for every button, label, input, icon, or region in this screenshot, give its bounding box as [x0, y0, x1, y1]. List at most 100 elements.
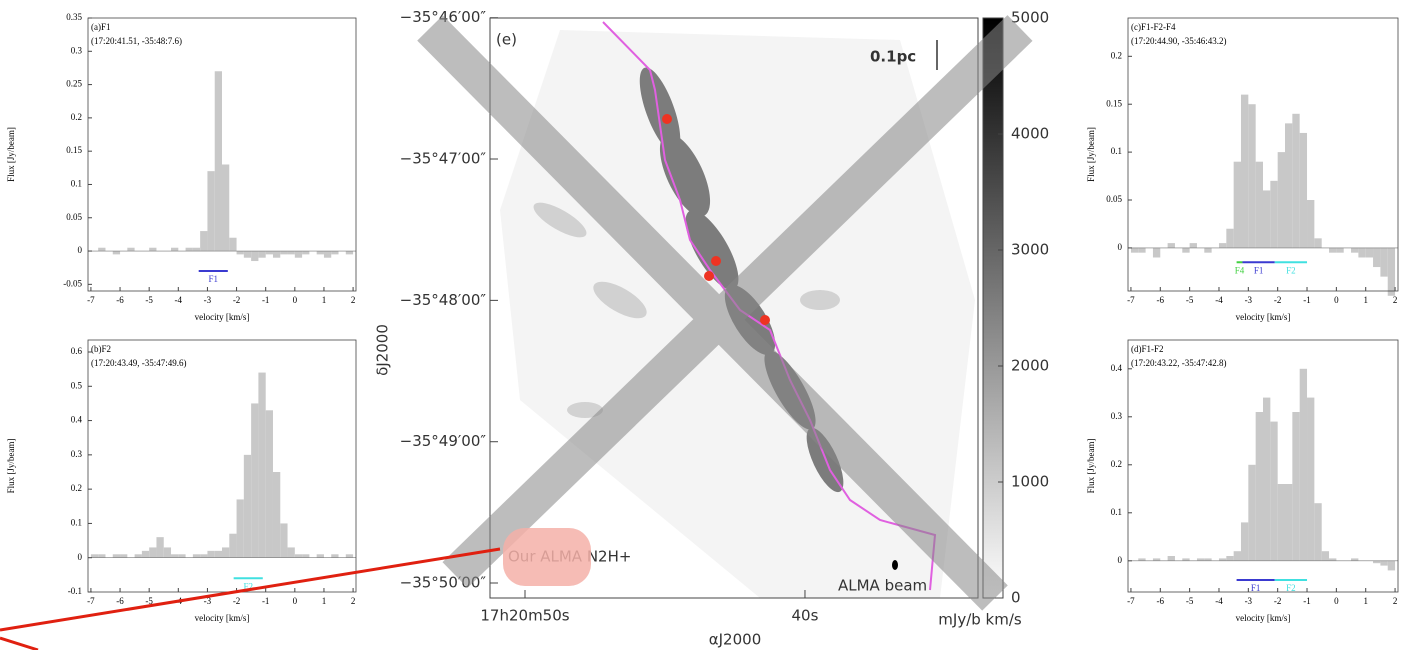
bar — [265, 251, 273, 255]
x-tick-label: -2 — [233, 596, 241, 606]
bar — [1226, 228, 1234, 248]
bar — [1387, 247, 1396, 296]
bar — [1277, 152, 1286, 248]
x-tick-label: -7 — [87, 295, 95, 305]
bar — [251, 251, 259, 262]
bar — [1263, 190, 1271, 248]
bar — [236, 251, 244, 255]
bar — [1336, 247, 1344, 253]
bar — [1138, 558, 1146, 561]
bar — [222, 164, 230, 252]
bar — [120, 554, 128, 558]
x-tick-label: 0 — [1334, 295, 1339, 305]
bar — [127, 247, 135, 252]
bar — [258, 251, 266, 258]
bar — [1285, 484, 1293, 561]
y-tick-label: 0.1 — [1111, 507, 1122, 517]
bar — [1204, 558, 1212, 561]
bar — [1152, 247, 1161, 258]
bar — [1248, 464, 1256, 561]
bar — [192, 247, 201, 252]
y-tick-label: 0.4 — [1111, 363, 1123, 373]
bar — [1152, 558, 1161, 561]
velocity-label: F1 — [1251, 583, 1261, 593]
colorbar-tick-label: 1000 — [1011, 473, 1049, 491]
panel-coords: (17:20:41.51, -35:48:7.6) — [91, 36, 182, 46]
bar — [1358, 247, 1366, 258]
panel-title: (a)F1 — [91, 22, 111, 32]
y-tick-label: -0.05 — [63, 278, 82, 288]
bar — [1218, 243, 1227, 248]
bar — [280, 523, 288, 558]
panel-title: (d)F1-F2 — [1131, 344, 1164, 354]
annotation: ALMA beam — [838, 577, 927, 595]
cross — [417, 15, 1033, 611]
x-tick-label: 1 — [322, 295, 327, 305]
y-tick-label: 0.2 — [1111, 459, 1122, 469]
bar — [1373, 560, 1381, 564]
y-tick-label: 0.3 — [71, 45, 83, 55]
velocity-label: F1 — [1254, 265, 1264, 275]
x-tick-label: -2 — [1274, 596, 1282, 606]
colorbar-tick-label: 3000 — [1011, 241, 1049, 259]
bar — [251, 403, 259, 558]
bar — [236, 499, 244, 558]
bar — [1167, 243, 1175, 248]
bar — [331, 251, 339, 255]
bar — [207, 171, 215, 252]
velocity-label: F2 — [1286, 265, 1296, 275]
bar — [1387, 560, 1396, 571]
y-tick-label: 0.35 — [66, 12, 82, 22]
bar — [1255, 412, 1263, 561]
bar — [192, 554, 201, 558]
bar — [1255, 161, 1263, 248]
bar — [1292, 412, 1300, 561]
bar — [316, 554, 324, 558]
y-tick-label: 0 — [78, 245, 83, 255]
y-tick-label: 0.1 — [71, 179, 82, 189]
x-tick-label: 0 — [293, 596, 298, 606]
bar — [112, 251, 121, 255]
x-tick-label: 2 — [351, 596, 356, 606]
y-tick-label: 0 — [1118, 242, 1123, 252]
bar — [90, 554, 99, 558]
bar — [265, 410, 273, 558]
bar — [1248, 104, 1256, 248]
x-tick-label: -6 — [1157, 596, 1165, 606]
bar — [98, 247, 106, 252]
x-tick-label: -7 — [1127, 295, 1135, 305]
bar — [280, 251, 288, 255]
bar — [1292, 113, 1300, 248]
bar — [258, 372, 266, 558]
x-tick-label: -3 — [204, 596, 212, 606]
panel-coords: (17:20:43.22, -35:47:42.8) — [1131, 358, 1227, 368]
callout-box — [503, 528, 591, 586]
bar — [1380, 560, 1388, 566]
x-tick-label: 1 — [1363, 596, 1368, 606]
x-axis-label: velocity [km/s] — [1236, 312, 1291, 322]
x-tick-label: 1 — [1363, 295, 1368, 305]
bar — [323, 251, 332, 258]
bar — [1233, 161, 1241, 248]
y-tick-label: 0 — [1118, 555, 1123, 565]
bar — [302, 251, 310, 255]
bar — [1285, 123, 1293, 248]
x-tick-label: -1 — [262, 295, 270, 305]
bar — [1226, 556, 1234, 561]
x-tick-label: -1 — [1303, 596, 1311, 606]
bar — [287, 251, 295, 255]
bar — [1196, 558, 1205, 561]
bar — [1130, 247, 1139, 253]
bar — [1138, 247, 1146, 253]
x-axis-label: velocity [km/s] — [1236, 613, 1291, 623]
bar — [229, 237, 237, 252]
x-tick-label: -4 — [1215, 295, 1223, 305]
colorbar-tick-label: 2000 — [1011, 357, 1049, 375]
bar — [287, 547, 295, 558]
bar — [1307, 200, 1315, 248]
bar — [149, 547, 157, 558]
y-axis-label: Flux [Jy/beam] — [1086, 127, 1096, 182]
x-tick-label: 0 — [1334, 596, 1339, 606]
bar — [1233, 551, 1241, 561]
